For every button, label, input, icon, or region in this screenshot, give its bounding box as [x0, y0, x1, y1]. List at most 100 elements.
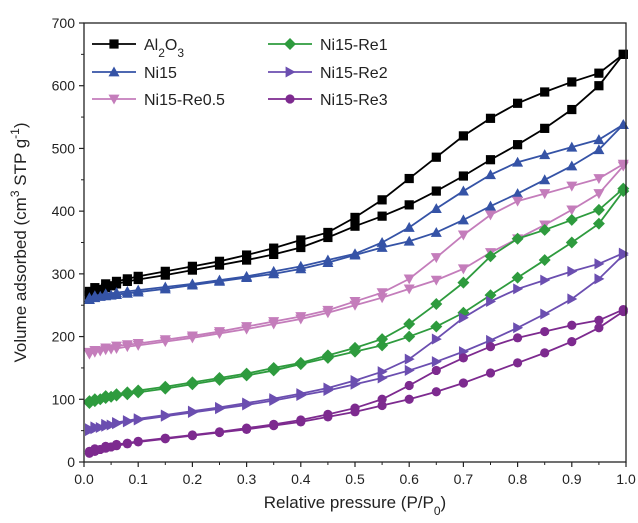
data-point [458, 171, 468, 181]
data-point [111, 276, 122, 286]
x-tick-label: 0.2 [183, 471, 203, 487]
data-point [133, 271, 143, 281]
data-point [321, 349, 334, 362]
legend-label-part: 3 [177, 46, 184, 60]
data-point [431, 152, 441, 162]
data-point [214, 256, 225, 266]
data-point [240, 367, 253, 380]
data-point [84, 446, 95, 456]
data-point [186, 331, 198, 342]
data-point [322, 305, 334, 316]
data-point [404, 380, 414, 391]
data-point [323, 409, 333, 419]
data-point [215, 401, 226, 413]
data-point [457, 214, 469, 225]
data-point [592, 217, 605, 230]
data-point [122, 274, 132, 284]
data-point [187, 405, 198, 417]
x-tick-label: 1.0 [616, 471, 636, 487]
data-point [458, 131, 468, 141]
series-1 [83, 119, 629, 304]
legend: Al2O3Ni15Ni15-Re0.5Ni15-Re1Ni15-Re2Ni15-… [92, 37, 388, 109]
data-point [350, 403, 360, 413]
data-point [269, 419, 279, 429]
data-point [83, 292, 95, 303]
data-point [485, 342, 496, 352]
data-point [95, 421, 106, 434]
legend-label-part: 2 [158, 46, 165, 60]
data-point [486, 295, 497, 307]
data-point [593, 189, 605, 200]
data-point [376, 288, 388, 299]
data-point [593, 174, 605, 185]
y-tick-label: 0 [67, 454, 75, 470]
data-point [458, 378, 468, 388]
data-point [457, 306, 470, 319]
data-point [90, 283, 100, 293]
data-point [457, 276, 470, 289]
data-point [377, 366, 388, 378]
data-point [540, 87, 550, 97]
x-tick-label: 0.8 [508, 471, 528, 487]
data-point [99, 390, 112, 403]
legend-item-4: Ni15-Re2 [268, 65, 388, 82]
y-tick-label: 200 [52, 329, 76, 345]
data-point [350, 221, 360, 231]
data-point [403, 274, 415, 285]
legend-marker [285, 66, 296, 78]
data-point [513, 322, 524, 334]
series-5 [84, 305, 628, 458]
legend-item-1: Ni15 [92, 65, 177, 82]
data-point [484, 250, 497, 263]
legend-marker [108, 94, 120, 105]
data-point [160, 433, 170, 443]
data-point [160, 266, 170, 276]
data-point [112, 416, 123, 429]
data-point [268, 317, 280, 328]
data-point [566, 141, 578, 152]
legend-label: Ni15-Re0.5 [144, 92, 225, 109]
y-tick-label: 100 [52, 391, 76, 407]
data-point [485, 113, 496, 123]
data-point [540, 274, 551, 286]
data-point [159, 281, 171, 292]
legend-label-part: Al [144, 37, 158, 54]
data-point [294, 356, 307, 369]
axes: 0.0 0.1 0.2 0.3 0.4 0.5 0.6 0.7 0.8 0.9 1.0 0 100 200… [52, 15, 636, 487]
data-point [376, 236, 388, 247]
data-point [484, 200, 497, 211]
legend-marker [109, 39, 119, 49]
data-point [404, 364, 415, 376]
data-point [430, 253, 442, 264]
data-point [538, 254, 551, 267]
legend-label: Al2O3 [144, 37, 184, 60]
data-point [593, 134, 605, 145]
data-point [512, 196, 524, 207]
x-tick-label: 0.6 [399, 471, 419, 487]
y-tick-label: 300 [52, 266, 76, 282]
x-tick-label: 0.5 [345, 471, 365, 487]
data-point [349, 248, 361, 259]
data-point [242, 255, 252, 265]
y-tick-label: 500 [52, 140, 76, 156]
data-point [100, 288, 112, 299]
data-point [323, 382, 334, 394]
data-point [213, 327, 226, 338]
legend-item-2: Ni15-Re0.5 [92, 92, 225, 109]
data-point [567, 77, 577, 87]
data-point [323, 232, 333, 243]
series-0 [84, 49, 628, 300]
data-point [132, 284, 144, 295]
data-point [457, 230, 469, 241]
data-point [121, 285, 133, 296]
data-point [540, 348, 550, 358]
data-point [512, 188, 524, 198]
legend-item-5: Ni15-Re3 [268, 92, 388, 109]
data-point [111, 341, 123, 352]
legend-label: Ni15-Re3 [320, 92, 388, 109]
data-point [430, 320, 443, 333]
data-point [187, 430, 197, 440]
data-point [349, 297, 361, 307]
data-point [403, 330, 416, 343]
